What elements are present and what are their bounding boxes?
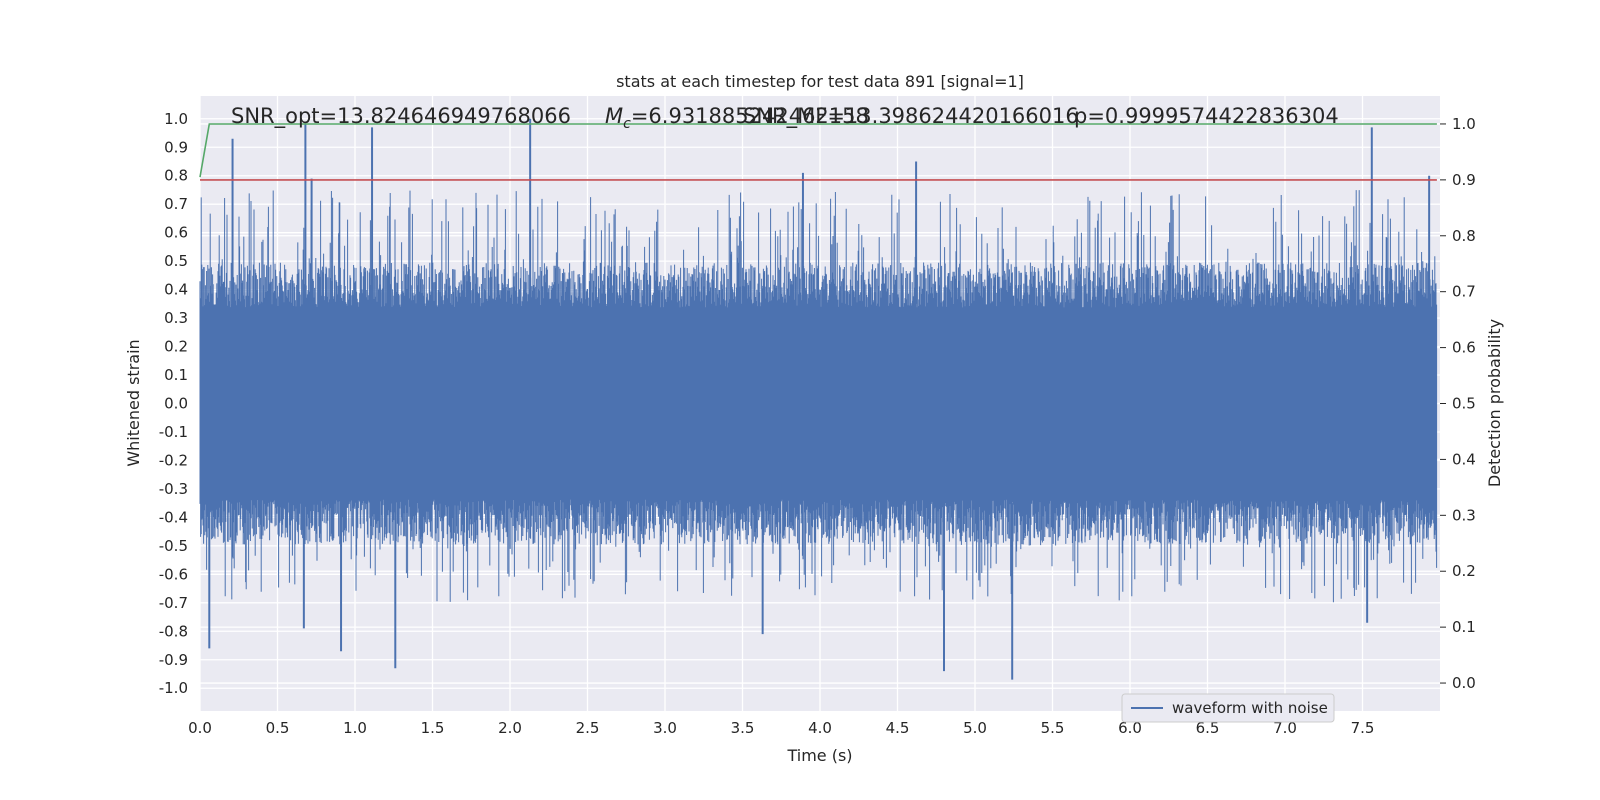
y-tick-label: 0.3 (164, 309, 188, 327)
x-tick-label: 7.0 (1273, 719, 1297, 737)
y2-tick-label: 0.3 (1452, 506, 1476, 524)
y-tick-label: -0.5 (159, 537, 188, 555)
x-tick-label: 6.0 (1118, 719, 1142, 737)
x-axis-label: Time (s) (786, 746, 852, 765)
y-tick-label: -1.0 (159, 679, 188, 697)
annotation-chirp-mass: Mc=6.931885242462158 (605, 104, 869, 132)
y-tick-label: -0.8 (159, 622, 188, 640)
y2-tick-label: 0.0 (1452, 674, 1476, 692)
y2-axis-label: Detection probability (1485, 319, 1504, 487)
y-tick-label: 0.1 (164, 366, 188, 384)
legend: waveform with noise (1121, 693, 1335, 723)
x-tick-label: 0.0 (188, 719, 212, 737)
y2-tick-label: 0.5 (1452, 395, 1476, 413)
y-tick-label: 0.9 (164, 138, 188, 156)
y-tick-label: -0.1 (159, 423, 188, 441)
waveform-core (200, 318, 1437, 489)
y-tick-label: 0.6 (164, 224, 188, 242)
legend-box (1121, 693, 1335, 723)
x-tick-label: 3.5 (731, 719, 755, 737)
y-tick-label: -0.3 (159, 480, 188, 498)
x-tick-label: 5.0 (963, 719, 987, 737)
y-tick-label: 0.4 (164, 281, 188, 299)
annotation-snr-mf: SNR_MF=13.398624420166016 (743, 104, 1079, 129)
detection-probability-line (199, 123, 1437, 178)
y2-tick-label: 1.0 (1452, 115, 1476, 133)
y-tick-label: -0.9 (159, 651, 188, 669)
x-tick-label: 1.5 (421, 719, 445, 737)
y-tick-label: 0.8 (164, 167, 188, 185)
y2-tick-label: 0.2 (1452, 562, 1476, 580)
y2-tick-label: 0.1 (1452, 618, 1476, 636)
y-axis-label: Whitened strain (124, 339, 143, 466)
x-tick-label: 3.0 (653, 719, 677, 737)
y2-tick-label: 0.7 (1452, 283, 1476, 301)
x-tick-label: 6.5 (1196, 719, 1220, 737)
y-tick-label: 0.0 (164, 395, 188, 413)
chirp-mass-subscript: c (623, 116, 631, 132)
y-tick-label: -0.7 (159, 594, 188, 612)
y-tick-label: -0.4 (159, 508, 188, 526)
y2-tick-label: 0.6 (1452, 339, 1476, 357)
x-tick-label: 4.5 (886, 719, 910, 737)
x-tick-label: 5.5 (1041, 719, 1065, 737)
chirp-mass-symbol: M (605, 104, 623, 128)
annotation-snr-opt: SNR_opt=13.824646949768066 (231, 104, 571, 129)
legend-label-waveform: waveform with noise (1172, 699, 1328, 717)
detection-probability-series (199, 123, 1437, 181)
y-tick-label: -0.6 (159, 565, 188, 583)
y-tick-label: 1.0 (164, 110, 188, 128)
y2-tick-label: 0.4 (1452, 450, 1476, 468)
y2-tick-label: 0.9 (1452, 171, 1476, 189)
y-tick-label: -0.2 (159, 451, 188, 469)
y-tick-label: 0.7 (164, 195, 188, 213)
x-tick-label: 0.5 (266, 719, 290, 737)
axis-ticks: 0.0 0.5 1.0 1.5 2.0 2.5 3.0 3.5 4.0 4.5 5.0 5.5 6.0 6… (159, 110, 1476, 737)
x-tick-label: 2.5 (576, 719, 600, 737)
y-tick-label: 0.5 (164, 252, 188, 270)
chart-title: stats at each timestep for test data 891… (616, 72, 1024, 91)
x-tick-label: 7.5 (1351, 719, 1375, 737)
waveform-with-noise-series (199, 118, 1438, 680)
x-tick-label: 2.0 (498, 719, 522, 737)
chirp-mass-value: =6.931885242462158 (631, 104, 869, 128)
y2-tick-label: 0.8 (1452, 227, 1476, 245)
x-tick-label: 4.0 (808, 719, 832, 737)
annotation-p-value: p=0.9999574422836304 (1074, 104, 1339, 128)
x-tick-label: 1.0 (343, 719, 367, 737)
y-tick-label: 0.2 (164, 338, 188, 356)
